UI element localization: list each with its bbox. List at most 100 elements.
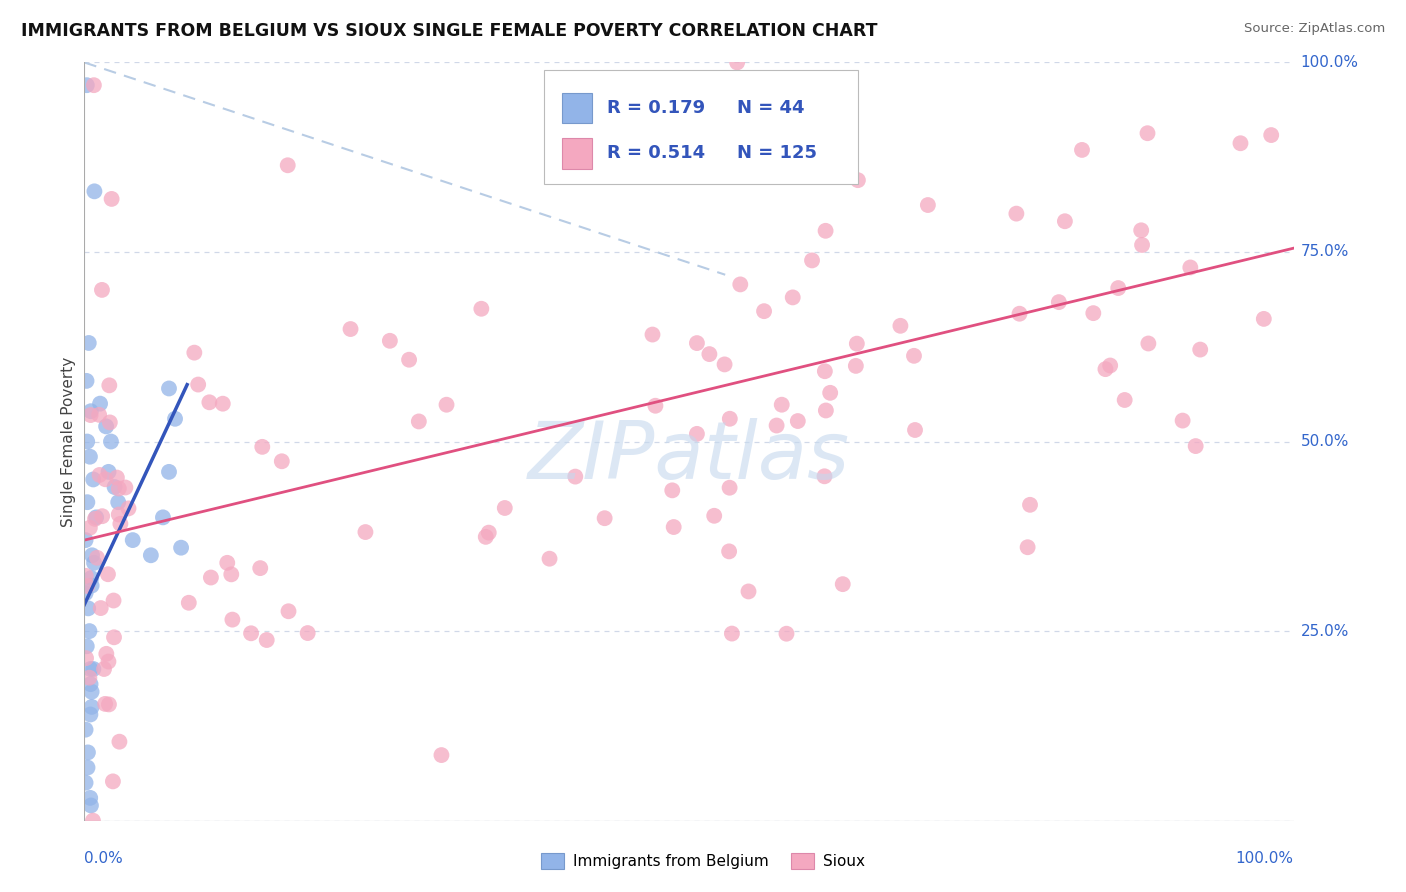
Point <box>1019 498 1042 512</box>
Point <box>80 699 103 714</box>
Point <box>699 347 721 361</box>
Point <box>889 318 911 333</box>
Point <box>104 480 127 494</box>
Point <box>408 414 430 428</box>
Point <box>90 601 112 615</box>
Point <box>277 604 299 618</box>
Point <box>79 624 101 639</box>
Point <box>86 550 108 565</box>
Point <box>89 467 111 482</box>
Point <box>79 671 101 685</box>
Point <box>718 411 741 425</box>
Point <box>378 334 401 348</box>
Point <box>1130 238 1153 252</box>
Point <box>1253 312 1275 326</box>
Point <box>703 508 725 523</box>
Point <box>470 301 492 316</box>
Point <box>1184 439 1206 453</box>
Point <box>108 734 131 748</box>
Point <box>686 426 709 441</box>
Point <box>177 596 200 610</box>
Point <box>200 570 222 584</box>
Point <box>474 530 496 544</box>
Point <box>1229 136 1251 151</box>
Point <box>84 510 107 524</box>
Point <box>221 567 243 582</box>
Point <box>252 440 274 454</box>
Point <box>75 586 97 600</box>
Point <box>76 760 98 774</box>
Point <box>76 78 98 92</box>
Point <box>1017 540 1039 554</box>
Point <box>737 584 759 599</box>
Point <box>97 567 120 582</box>
Point <box>1008 307 1031 321</box>
Point <box>398 352 420 367</box>
Point <box>818 385 841 400</box>
Point <box>1047 295 1070 310</box>
Point <box>270 454 292 468</box>
Point <box>83 78 105 92</box>
Point <box>730 277 752 292</box>
Point <box>94 419 117 434</box>
Point <box>718 481 741 495</box>
Point <box>91 283 114 297</box>
Point <box>339 322 361 336</box>
Point <box>107 495 129 509</box>
Point <box>249 561 271 575</box>
Point <box>217 556 239 570</box>
Point <box>813 469 835 483</box>
Point <box>139 548 162 563</box>
Point <box>80 685 103 699</box>
Point <box>89 408 111 422</box>
Point <box>79 662 101 676</box>
Point <box>152 510 174 524</box>
Point <box>183 345 205 359</box>
Bar <box>562 138 592 169</box>
Point <box>96 647 118 661</box>
Point <box>1130 223 1153 237</box>
Point <box>79 408 101 422</box>
Point <box>198 395 221 409</box>
Point <box>1180 260 1202 275</box>
Text: IMMIGRANTS FROM BELGIUM VS SIOUX SINGLE FEMALE POVERTY CORRELATION CHART: IMMIGRANTS FROM BELGIUM VS SIOUX SINGLE … <box>21 22 877 40</box>
Point <box>103 593 125 607</box>
Point <box>430 748 453 763</box>
Point <box>661 483 683 498</box>
Point <box>83 184 105 198</box>
Point <box>107 508 129 522</box>
FancyBboxPatch shape <box>544 70 858 184</box>
Point <box>82 662 104 676</box>
Point <box>75 569 97 583</box>
Point <box>79 791 101 805</box>
Point <box>79 521 101 535</box>
Point <box>89 396 111 410</box>
Point <box>494 500 516 515</box>
Text: R = 0.514: R = 0.514 <box>607 145 704 162</box>
Point <box>713 358 735 372</box>
Point <box>94 472 117 486</box>
Point <box>98 378 121 392</box>
Point <box>801 253 824 268</box>
Point <box>83 556 105 570</box>
Point <box>846 173 869 187</box>
Point <box>1189 343 1212 357</box>
Point <box>82 473 104 487</box>
Point <box>105 470 128 484</box>
Point <box>75 651 97 665</box>
Point <box>110 516 132 531</box>
Point <box>1071 143 1094 157</box>
Point <box>644 399 666 413</box>
Legend: Immigrants from Belgium, Sioux: Immigrants from Belgium, Sioux <box>534 847 872 875</box>
Point <box>94 697 117 711</box>
Point <box>108 482 131 496</box>
Point <box>76 434 98 449</box>
Point <box>538 551 561 566</box>
Point <box>114 481 136 495</box>
Point <box>76 374 98 388</box>
Point <box>641 327 664 342</box>
Text: 0.0%: 0.0% <box>84 851 124 866</box>
Point <box>187 377 209 392</box>
Point <box>721 626 744 640</box>
Point <box>101 774 124 789</box>
